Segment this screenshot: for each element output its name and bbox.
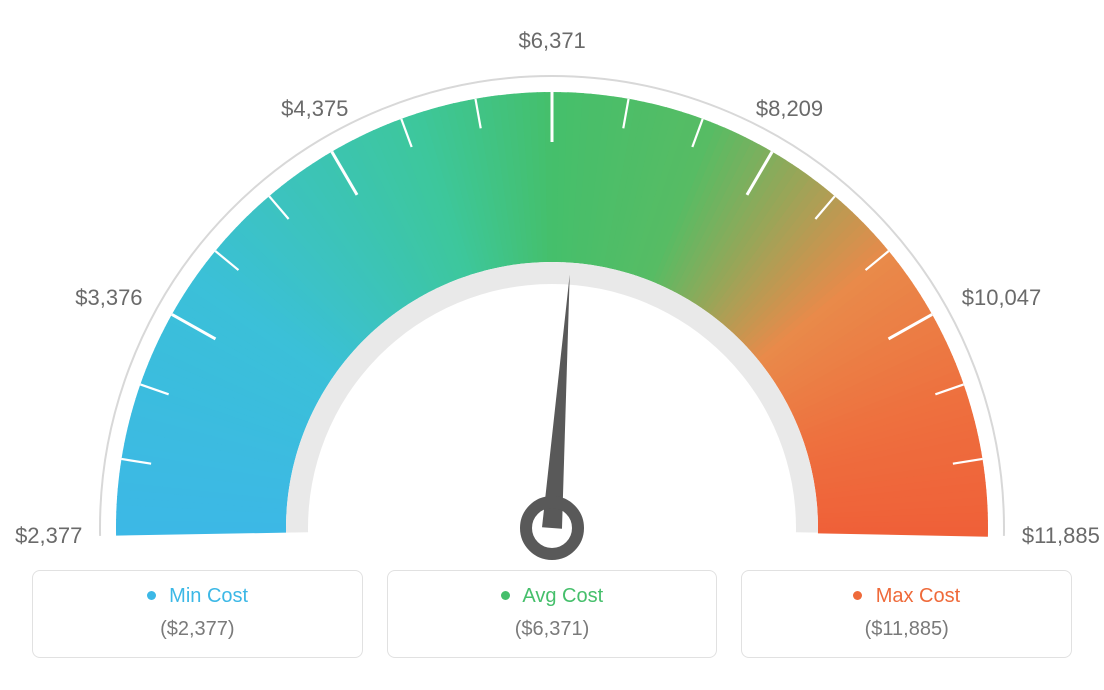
- gauge-label: $10,047: [962, 285, 1042, 311]
- gauge-label: $3,376: [75, 285, 142, 311]
- avg-cost-card: Avg Cost ($6,371): [387, 570, 718, 658]
- gauge-svg: [0, 0, 1104, 560]
- gauge-label: $8,209: [756, 96, 823, 122]
- max-cost-card: Max Cost ($11,885): [741, 570, 1072, 658]
- cost-gauge-chart: $2,377 $3,376 $4,375 $6,371 $8,209 $10,047 $11…: [0, 0, 1104, 690]
- min-cost-dot: [147, 591, 156, 600]
- max-cost-title: Max Cost: [742, 585, 1071, 608]
- max-cost-dot: [853, 591, 862, 600]
- min-cost-label: Min Cost: [169, 585, 248, 607]
- min-cost-title: Min Cost: [33, 585, 362, 608]
- avg-cost-title: Avg Cost: [388, 585, 717, 608]
- legend-row: Min Cost ($2,377) Avg Cost ($6,371) Max …: [0, 570, 1104, 658]
- gauge-label: $4,375: [281, 96, 348, 122]
- min-cost-value: ($2,377): [33, 618, 362, 641]
- avg-cost-dot: [501, 591, 510, 600]
- max-cost-label: Max Cost: [876, 585, 960, 607]
- avg-cost-label: Avg Cost: [522, 585, 603, 607]
- gauge-label: $2,377: [15, 523, 82, 549]
- gauge-area: $2,377 $3,376 $4,375 $6,371 $8,209 $10,047 $11…: [0, 0, 1104, 560]
- gauge-label: $6,371: [519, 28, 586, 54]
- avg-cost-value: ($6,371): [388, 618, 717, 641]
- gauge-needle: [542, 275, 570, 529]
- max-cost-value: ($11,885): [742, 618, 1071, 641]
- min-cost-card: Min Cost ($2,377): [32, 570, 363, 658]
- gauge-label: $11,885: [1022, 523, 1100, 549]
